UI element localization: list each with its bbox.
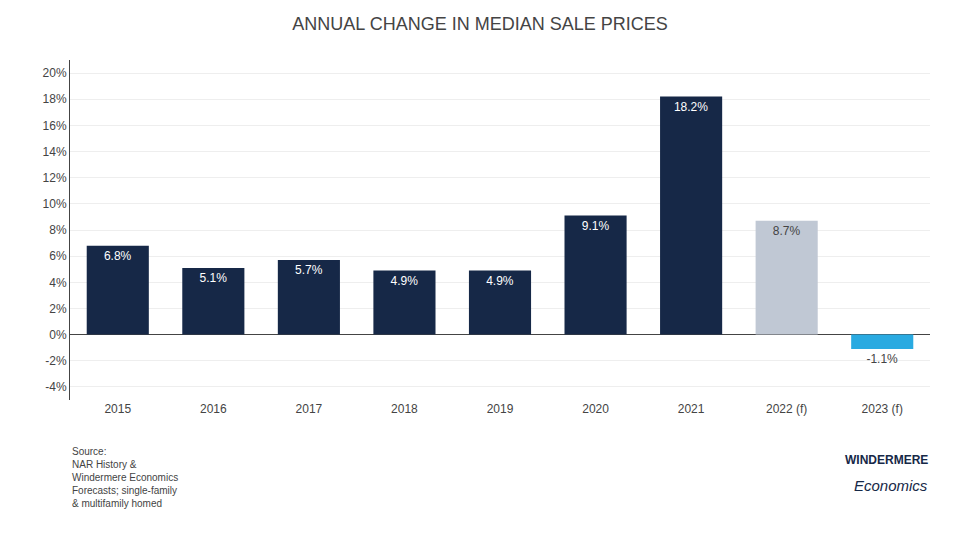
svg-text:9.1%: 9.1% — [582, 219, 610, 233]
svg-text:6%: 6% — [49, 249, 67, 263]
svg-text:-1.1%: -1.1% — [866, 352, 898, 366]
svg-text:20%: 20% — [43, 66, 67, 80]
svg-text:18%: 18% — [43, 92, 67, 106]
svg-text:10%: 10% — [43, 197, 67, 211]
svg-text:2%: 2% — [49, 302, 67, 316]
svg-text:2018: 2018 — [391, 402, 418, 416]
svg-text:0%: 0% — [49, 328, 67, 342]
svg-text:8%: 8% — [49, 223, 67, 237]
svg-text:2015: 2015 — [104, 402, 131, 416]
svg-text:-4%: -4% — [45, 380, 67, 394]
svg-text:5.7%: 5.7% — [295, 263, 323, 277]
svg-text:5.1%: 5.1% — [199, 271, 227, 285]
svg-text:-2%: -2% — [45, 354, 67, 368]
svg-text:2019: 2019 — [487, 402, 514, 416]
svg-text:2016: 2016 — [200, 402, 227, 416]
svg-text:2021: 2021 — [678, 402, 705, 416]
svg-text:18.2%: 18.2% — [674, 100, 708, 114]
svg-text:14%: 14% — [43, 145, 67, 159]
svg-text:4.9%: 4.9% — [486, 274, 514, 288]
svg-text:2023 (f): 2023 (f) — [862, 402, 903, 416]
svg-text:Source:NAR History &Windermere: Source:NAR History &Windermere Economics… — [72, 446, 178, 509]
svg-text:WINDERMERE: WINDERMERE — [845, 453, 928, 467]
svg-text:2020: 2020 — [582, 402, 609, 416]
svg-text:12%: 12% — [43, 171, 67, 185]
svg-text:2022 (f): 2022 (f) — [766, 402, 807, 416]
svg-text:ANNUAL CHANGE IN MEDIAN SALE P: ANNUAL CHANGE IN MEDIAN SALE PRICES — [292, 14, 667, 34]
svg-text:16%: 16% — [43, 119, 67, 133]
svg-text:Economics: Economics — [854, 477, 928, 494]
svg-text:2017: 2017 — [296, 402, 323, 416]
svg-text:6.8%: 6.8% — [104, 249, 132, 263]
svg-text:4%: 4% — [49, 276, 67, 290]
svg-text:8.7%: 8.7% — [773, 224, 801, 238]
svg-text:4.9%: 4.9% — [391, 274, 419, 288]
